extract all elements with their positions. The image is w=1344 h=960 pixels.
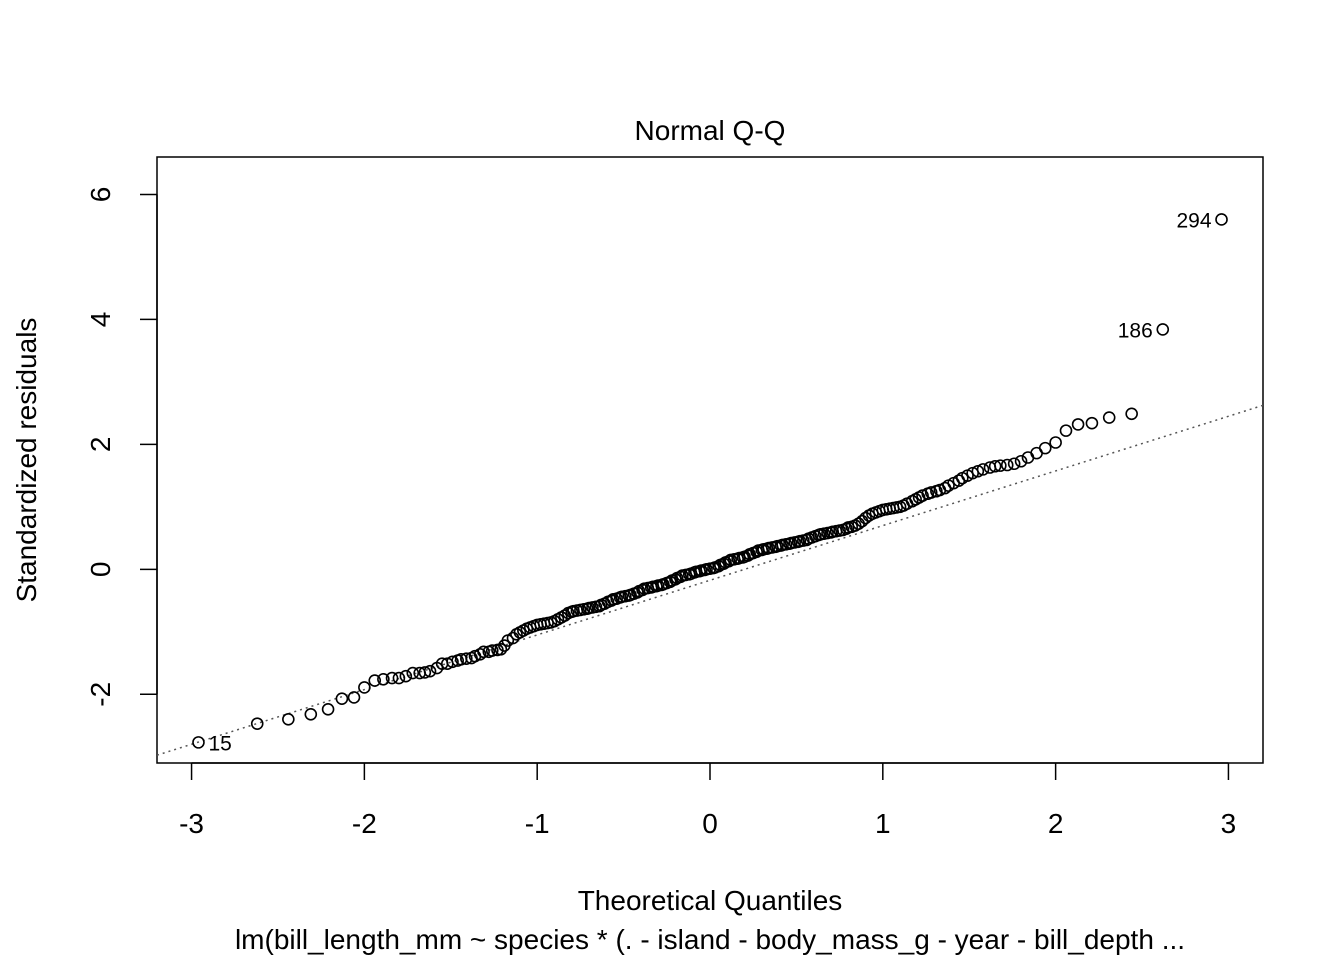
points-layer <box>192 213 1228 749</box>
data-point <box>494 642 508 656</box>
x-tick-label: -2 <box>352 808 377 839</box>
y-tick-label: 6 <box>85 187 116 203</box>
y-tick-label: 2 <box>85 437 116 453</box>
data-point <box>192 736 205 749</box>
data-point <box>335 692 349 705</box>
data-point <box>368 674 382 687</box>
data-point <box>347 691 361 704</box>
y-tick-label: 4 <box>85 312 116 328</box>
data-point <box>477 645 490 659</box>
x-axis: -3 -2 -1 0 1 2 3 <box>179 762 1237 839</box>
data-point <box>1085 416 1099 430</box>
data-point <box>1125 407 1138 421</box>
data-point <box>446 655 459 669</box>
point-label: 294 <box>1176 209 1211 232</box>
data-point <box>916 489 929 502</box>
x-axis-label: Theoretical Quantiles <box>578 885 843 916</box>
x-tick-label: -3 <box>179 808 204 839</box>
data-point <box>418 666 432 679</box>
data-point <box>1102 411 1116 424</box>
data-point <box>988 459 1002 473</box>
y-axis: -2 0 2 4 6 <box>85 187 158 707</box>
x-tick-label: 1 <box>875 808 891 839</box>
x-tick-label: 3 <box>1221 808 1237 839</box>
data-point <box>1000 458 1014 472</box>
reference-line-layer <box>157 404 1263 756</box>
data-point <box>423 664 437 678</box>
data-point <box>840 522 853 536</box>
x-tick-label: 2 <box>1048 808 1064 839</box>
data-point <box>304 707 318 721</box>
data-point <box>1071 418 1085 431</box>
model-formula-caption: lm(bill_length_mm ~ species * (. - islan… <box>235 924 1185 955</box>
data-point <box>1049 436 1062 449</box>
data-point <box>1007 457 1021 471</box>
y-tick-label: 0 <box>85 562 116 578</box>
x-tick-label: 0 <box>702 808 718 839</box>
data-point <box>321 702 335 716</box>
data-point <box>385 671 399 685</box>
data-point <box>392 671 406 685</box>
data-point <box>859 511 872 525</box>
data-point <box>1059 424 1073 437</box>
data-point <box>485 644 499 657</box>
data-point <box>282 712 295 726</box>
data-point <box>976 463 990 476</box>
data-point <box>406 666 420 680</box>
qq-reference-line <box>157 404 1263 756</box>
point-label: 186 <box>1118 319 1153 342</box>
data-point <box>473 647 487 661</box>
data-point <box>1038 441 1052 455</box>
chart-title: Normal Q-Q <box>635 115 786 146</box>
data-point <box>358 681 371 694</box>
data-point <box>994 459 1007 472</box>
y-tick-label: -2 <box>85 682 116 707</box>
point-label: 15 <box>208 732 231 755</box>
data-point <box>399 669 413 683</box>
data-point <box>1014 454 1028 468</box>
data-point <box>460 652 473 665</box>
data-point <box>971 464 985 478</box>
data-point <box>250 717 264 730</box>
data-point <box>924 486 938 499</box>
data-point <box>1156 323 1170 336</box>
x-tick-label: -1 <box>525 808 550 839</box>
y-axis-label: Standardized residuals <box>11 318 42 603</box>
point-labels-layer: 15 186 294 <box>208 209 1211 755</box>
data-point <box>1215 213 1228 226</box>
data-point <box>377 672 390 686</box>
